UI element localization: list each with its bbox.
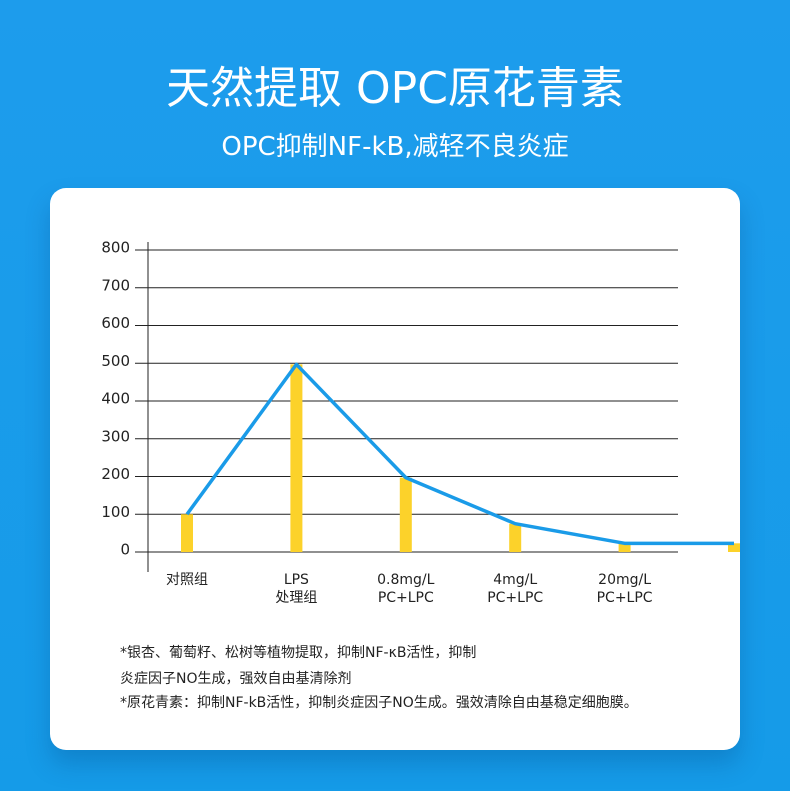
x-tick-label: 0.8mg/L PC+LPC (377, 572, 435, 606)
bar (181, 514, 193, 552)
y-tick-label: 0 (120, 541, 130, 559)
subtitle: OPC抑制NF-kB,减轻不良炎症 (221, 132, 569, 162)
bar (290, 364, 303, 552)
bar (618, 543, 631, 552)
x-tick-label: 20mg/L PC+LPC (596, 572, 653, 606)
y-tick-label: 100 (101, 503, 130, 521)
y-tick-label: 500 (101, 352, 130, 370)
x-tick-label: 对照组 (166, 572, 208, 588)
y-tick-label: 400 (101, 390, 130, 408)
card (50, 188, 740, 750)
x-tick-label: LPS 处理组 (275, 572, 318, 606)
y-tick-label: 800 (101, 239, 130, 257)
y-tick-label: 700 (101, 276, 130, 294)
y-tick-label: 300 (101, 427, 130, 445)
bar (399, 477, 412, 552)
x-tick-label: 4mg/L PC+LPC (487, 572, 544, 606)
bar (728, 543, 740, 552)
bar (509, 523, 522, 552)
title: 天然提取 OPC原花青素 (166, 63, 624, 114)
note: 炎症因子NO生成，强效自由基清除剂 (120, 671, 352, 687)
note: *原花青素：抑制NF-kB活性，抑制炎症因子NO生成。强效清除自由基稳定细胞膜。 (120, 695, 638, 711)
note: *银杏、葡萄籽、松树等植物提取，抑制NF-κB活性，抑制 (120, 645, 477, 661)
trend-line (185, 362, 734, 546)
y-tick-label: 200 (101, 465, 130, 483)
y-tick-label: 600 (101, 314, 130, 332)
